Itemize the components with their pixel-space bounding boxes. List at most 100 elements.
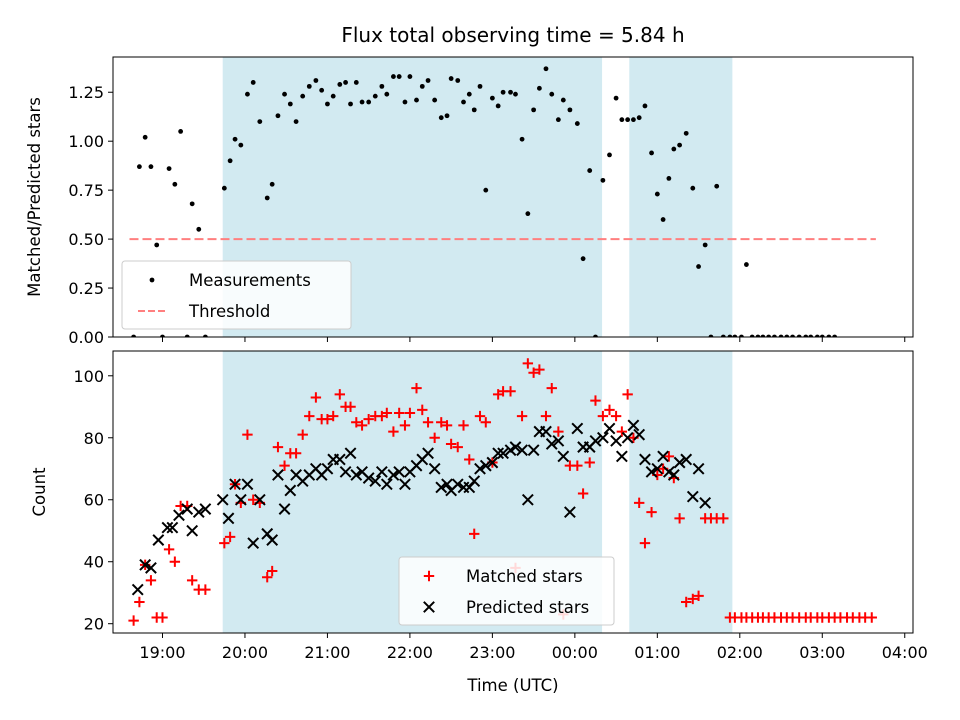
matched-stars-point: [279, 460, 290, 471]
measurements-point: [313, 78, 319, 83]
axes-frame: [112, 56, 914, 338]
measurements-point: [250, 80, 256, 85]
x-tick-label: 02:00: [717, 643, 763, 662]
ratio-series-group: [129, 66, 876, 337]
measurements-point: [379, 83, 385, 89]
predicted-stars-point: [603, 422, 616, 435]
measurements-point: [257, 119, 263, 125]
predicted-stars-point: [362, 472, 375, 484]
matched-stars-point: [411, 382, 422, 394]
legend-label: Measurements: [189, 271, 311, 290]
predicted-stars-point: [339, 465, 352, 478]
measurements-point: [227, 158, 233, 164]
y-tick-label: 0.25: [68, 279, 104, 298]
matched-stars-point: [363, 413, 374, 425]
measurements-point: [245, 91, 250, 97]
measurements-point: [306, 83, 312, 89]
y-tick-label: 0.75: [68, 181, 104, 200]
predicted-stars-point: [657, 450, 670, 463]
predicted-stars-point: [673, 456, 686, 469]
matched-stars-point: [597, 410, 609, 422]
predicted-stars-point: [266, 534, 279, 546]
measurements-point: [471, 107, 477, 113]
measurements-point: [690, 185, 696, 191]
predicted-stars-point: [479, 459, 492, 472]
matched-stars-point: [680, 596, 692, 608]
legend-label: Threshold: [188, 302, 270, 321]
predicted-stars-point: [253, 493, 266, 506]
matched-stars-point: [584, 457, 595, 468]
measurements-point: [343, 80, 348, 85]
predicted-stars-point: [474, 462, 486, 475]
matched-stars-point: [604, 404, 615, 416]
measurements-point: [732, 334, 738, 337]
measurements-point: [714, 183, 720, 189]
measurements-point: [613, 95, 619, 101]
measurements-point: [269, 181, 275, 187]
predicted-stars-point: [272, 469, 284, 481]
measurements-point: [172, 181, 178, 187]
matched-stars-point: [577, 488, 589, 499]
matched-stars-point: [687, 593, 698, 605]
measurements-point: [348, 101, 353, 107]
predicted-stars-point: [639, 453, 651, 466]
matched-stars-point: [516, 410, 528, 422]
measurements-point: [654, 191, 660, 197]
measurements-point: [580, 256, 586, 262]
observing-interval-band: [629, 351, 733, 633]
measurements-point: [760, 334, 766, 337]
measurements-point: [337, 82, 343, 87]
predicted-stars-point: [651, 462, 664, 475]
measurements-point: [238, 142, 244, 148]
measurements-point: [419, 83, 425, 89]
predicted-stars-point: [234, 493, 247, 506]
matched-stars-point: [393, 407, 405, 419]
measurements-point: [202, 334, 208, 337]
measurements-point: [631, 117, 636, 123]
legend-box: [398, 556, 615, 626]
y-tick-label: 60: [84, 491, 104, 510]
measurements-point: [587, 168, 593, 173]
predicted-stars-point: [173, 509, 185, 522]
matched-stars-point: [436, 417, 447, 428]
measurements-point: [708, 334, 714, 337]
measurements-point: [160, 334, 165, 337]
predicted-stars-point: [451, 478, 464, 491]
measurements-point: [353, 80, 359, 85]
measurements-point: [755, 334, 761, 337]
matched-stars-point: [351, 417, 362, 428]
measurements-point: [671, 146, 677, 152]
measurements-point: [282, 91, 287, 97]
predicted-stars-point: [610, 434, 623, 447]
matched-stars-point: [693, 590, 704, 602]
matched-stars-point: [417, 404, 428, 416]
measurements-point: [221, 185, 227, 191]
predicted-stars-point: [393, 465, 406, 478]
measurements-point: [519, 136, 525, 142]
predicted-stars-point: [161, 521, 174, 534]
matched-stars-point: [272, 441, 284, 453]
matched-stars-point: [163, 544, 175, 555]
predicted-stars-point: [222, 512, 235, 525]
measurements-point: [300, 93, 306, 99]
measurements-point: [508, 89, 513, 95]
matched-stars-point: [866, 612, 877, 623]
predicted-stars-point: [422, 447, 434, 460]
measurements-point: [832, 334, 838, 337]
legend: Measurements Threshold: [121, 260, 352, 330]
measurements-point: [330, 93, 336, 99]
predicted-stars-point: [563, 506, 576, 519]
predicted-stars-point: [680, 453, 693, 466]
x-tick-label: 01:00: [634, 643, 680, 662]
x-tick-label: 21:00: [304, 643, 350, 662]
measurements-point: [148, 164, 154, 170]
measurements-point: [649, 150, 654, 156]
measurements-point: [319, 87, 325, 93]
measurements-point: [702, 242, 708, 248]
y-tick-label: 40: [84, 553, 104, 572]
predicted-stars-point: [278, 503, 291, 515]
predicted-stars-point: [492, 447, 505, 460]
predicted-stars-point: [557, 450, 570, 463]
measurements-point: [790, 334, 795, 337]
matched-stars-point: [534, 364, 545, 375]
